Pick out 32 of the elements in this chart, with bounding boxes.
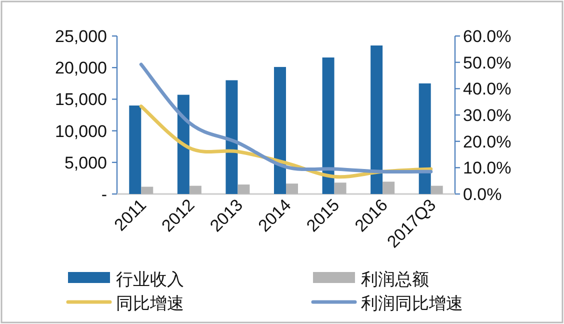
- line-series: [139, 62, 433, 174]
- y2-tick-label: 0.0%: [463, 185, 502, 204]
- bar: [238, 184, 250, 194]
- y2-tick-label: 10.0%: [463, 158, 512, 178]
- bar: [322, 57, 334, 194]
- bar: [430, 186, 443, 194]
- bar: [141, 186, 154, 194]
- legend-label: 利润同比增速: [361, 294, 463, 313]
- y2-tick-label: 50.0%: [463, 53, 512, 72]
- y2-tick-label: 30.0%: [463, 106, 512, 125]
- y-tick-label: 5,000: [64, 153, 107, 172]
- bar: [129, 106, 142, 194]
- legend-label: 利润总额: [361, 270, 429, 289]
- bar: [370, 45, 383, 194]
- y-tick-label: 10,000: [55, 122, 107, 141]
- bar: [189, 186, 202, 194]
- y-tick-label: 15,000: [55, 90, 107, 110]
- legend-label: 同比增速: [116, 294, 184, 313]
- legend-label: 行业收入: [116, 270, 184, 289]
- bar: [274, 66, 286, 194]
- bar: [226, 80, 238, 194]
- y2-tick-label: 20.0%: [463, 132, 512, 152]
- y2-tick-label: 40.0%: [463, 80, 512, 99]
- y-tick-label: -: [101, 185, 107, 204]
- y-tick-label: 20,000: [55, 58, 107, 78]
- bar: [286, 184, 298, 194]
- bar: [177, 94, 190, 194]
- bar: [382, 182, 395, 194]
- y2-tick-label: 60.0%: [463, 27, 512, 46]
- y-tick-label: 25,000: [55, 27, 107, 46]
- bar: [334, 182, 346, 194]
- bar: [418, 83, 431, 194]
